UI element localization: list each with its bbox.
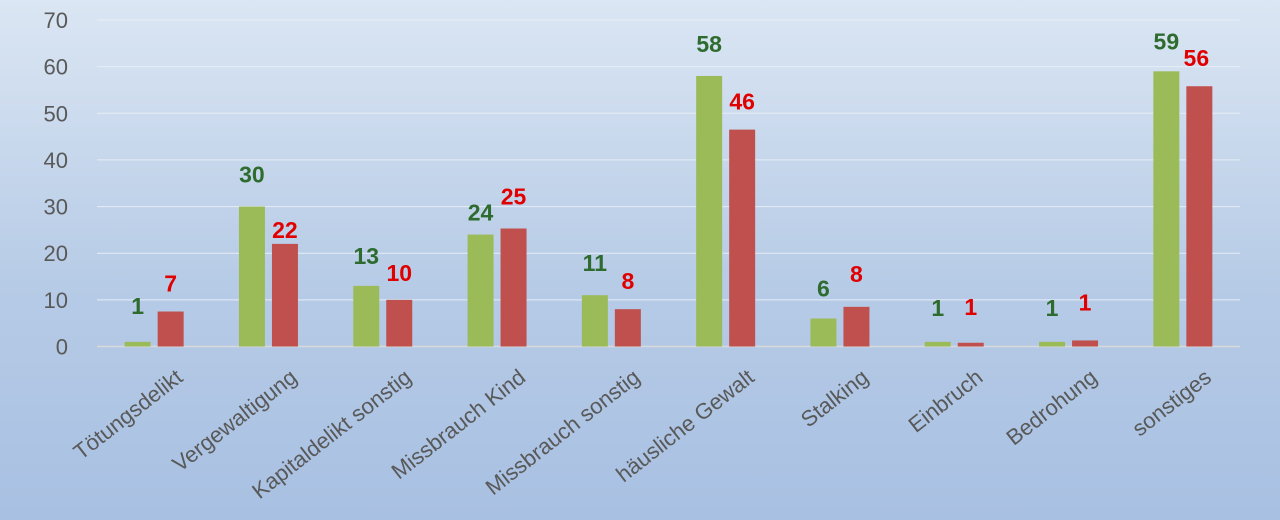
y-tick-label: 40: [44, 148, 68, 173]
x-tick-label: Stalking: [796, 364, 873, 432]
bar: [581, 295, 608, 347]
data-label: 22: [272, 217, 298, 243]
x-tick-label: Einbruch: [904, 364, 988, 437]
bar: [467, 234, 494, 347]
x-tick-label: Tötungsdelikt: [69, 364, 188, 464]
y-tick-label: 20: [44, 241, 68, 266]
data-label: 11: [583, 250, 608, 276]
bar: [810, 318, 837, 347]
bar: [614, 309, 641, 347]
bar: [386, 299, 413, 347]
x-tick-label: sonstiges: [1127, 364, 1216, 441]
data-label: 56: [1184, 45, 1210, 71]
data-label: 1: [931, 295, 944, 321]
bar: [924, 341, 951, 347]
bar: [957, 342, 984, 347]
y-axis: 0 10 20 30 40 50 60 70: [44, 8, 68, 360]
y-tick-label: 30: [44, 195, 68, 220]
data-label: 1: [131, 293, 144, 319]
data-label: 59: [1154, 28, 1180, 54]
gridlines: [97, 19, 1240, 348]
x-tick-label: Bedrohung: [1001, 364, 1101, 450]
data-label: 25: [501, 183, 527, 209]
x-axis: TötungsdeliktVergewaltigungKapitaldelikt…: [69, 364, 1216, 503]
data-label: 30: [239, 162, 265, 188]
bar: [500, 228, 527, 347]
y-tick-label: 10: [44, 288, 68, 313]
bar: [729, 129, 756, 347]
data-label: 10: [386, 260, 412, 286]
bars: [124, 71, 1213, 347]
data-label: 1: [1046, 295, 1059, 321]
bar: [696, 75, 723, 347]
data-label: 8: [621, 268, 634, 294]
data-label: 13: [353, 243, 379, 269]
data-label: 46: [729, 89, 755, 115]
y-tick-label: 70: [44, 8, 68, 33]
bar: [1186, 86, 1213, 347]
bar: [124, 341, 151, 347]
data-label: 1: [1079, 289, 1092, 315]
data-label: 24: [468, 200, 494, 226]
y-tick-label: 50: [44, 101, 68, 126]
bar: [1153, 71, 1180, 347]
bar: [353, 285, 380, 347]
y-tick-label: 60: [44, 55, 68, 80]
data-label: 7: [164, 271, 177, 297]
y-tick-label: 0: [56, 335, 68, 360]
data-label: 6: [817, 276, 830, 302]
bar: [271, 243, 298, 347]
data-label: 8: [850, 261, 863, 287]
bar: [238, 206, 265, 347]
bar: [157, 311, 184, 347]
bar: [1072, 340, 1099, 347]
bar: [1039, 341, 1066, 347]
data-label: 58: [696, 31, 722, 57]
data-label: 1: [964, 294, 977, 320]
bar: [843, 306, 870, 347]
